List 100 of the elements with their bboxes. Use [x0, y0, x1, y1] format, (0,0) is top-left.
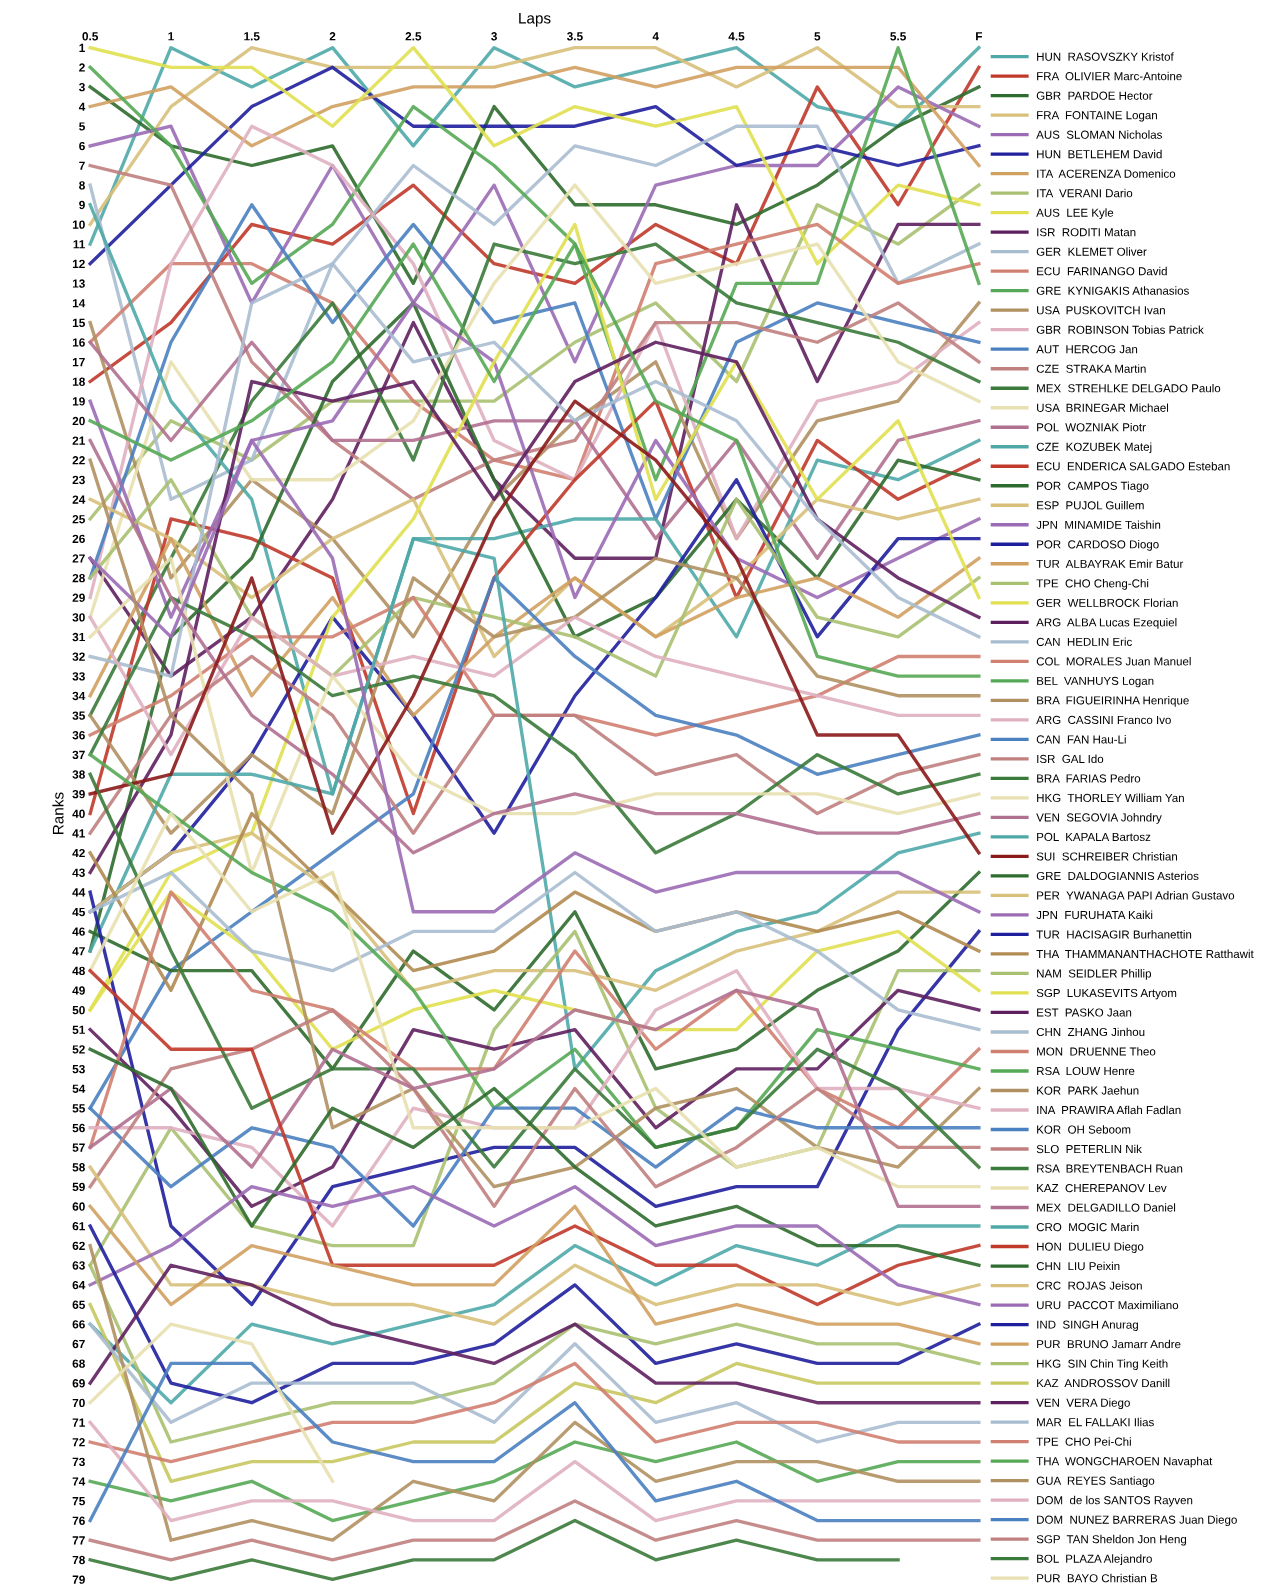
- y-tick-label: 16: [72, 338, 85, 347]
- legend-label: INA PRAWIRA Aflah Fadlan: [1037, 1105, 1181, 1115]
- y-tick-label: 32: [72, 652, 85, 661]
- y-tick-label: 61: [72, 1222, 85, 1231]
- y-tick-label: 55: [72, 1104, 85, 1113]
- x-tick-label: 3: [491, 32, 497, 41]
- legend-label: POR CARDOSO Diogo: [1037, 539, 1159, 551]
- y-tick-label: 75: [72, 1497, 85, 1506]
- legend-label: IND SINGH Anurag: [1037, 1320, 1138, 1331]
- y-tick-label: 19: [72, 397, 85, 406]
- x-tick-label: 2: [329, 32, 336, 41]
- y-tick-label: 45: [72, 907, 85, 917]
- y-tick-label: 72: [72, 1438, 85, 1447]
- y-axis-title: Ranks: [52, 792, 64, 834]
- x-tick-label: 4: [652, 32, 659, 41]
- y-tick-label: 1: [79, 43, 85, 52]
- y-tick-label: 63: [72, 1261, 85, 1270]
- legend-label: MEX STREHLKE DELGADO Paulo: [1037, 383, 1221, 393]
- y-tick-label: 39: [72, 789, 85, 799]
- legend-label: TUR ALBAYRAK Emir Batur: [1036, 559, 1184, 568]
- legend-label: DOM NUNEZ BARRERAS Juan Diego: [1037, 1515, 1237, 1527]
- legend-label: MON DRUENNE Theo: [1037, 1047, 1156, 1056]
- y-tick-label: 46: [72, 927, 85, 936]
- y-tick-label: 62: [72, 1241, 85, 1251]
- y-tick-label: 7: [79, 161, 85, 170]
- y-tick-label: 9: [79, 200, 85, 210]
- y-tick-label: 60: [72, 1202, 85, 1211]
- line-series: [88, 1165, 981, 1326]
- y-tick-label: 54: [72, 1084, 86, 1093]
- line-series: [88, 1322, 335, 1483]
- legend-label: AUT HERCOG Jan: [1036, 345, 1138, 354]
- x-tick-label: 0.5: [82, 32, 99, 41]
- y-tick-label: 20: [72, 416, 85, 426]
- y-tick-label: 35: [72, 711, 85, 720]
- legend-label: GER KLEMET Oliver: [1036, 247, 1147, 256]
- legend-label: PUR BAYO Christian B: [1037, 1573, 1158, 1583]
- y-tick-label: 76: [72, 1516, 85, 1525]
- x-tick-label: F: [976, 32, 983, 41]
- legend-label: SGP LUKASEVITS Artyom: [1036, 988, 1177, 1000]
- y-tick-label: 15: [72, 318, 85, 327]
- y-tick-label: 38: [72, 770, 85, 779]
- line-series: [88, 1361, 981, 1523]
- line-series: [88, 1185, 981, 1307]
- legend-label: CRC ROJAS Jeison: [1036, 1281, 1142, 1290]
- y-tick-label: 31: [72, 632, 85, 642]
- y-tick-label: 28: [72, 573, 85, 583]
- legend-label: NAM SEIDLER Phillip: [1037, 969, 1152, 980]
- legend-label: HUN RASOVSZKY Kristof: [1037, 52, 1174, 61]
- x-tick-label: 2.5: [405, 32, 422, 41]
- y-tick-label: 69: [72, 1379, 85, 1388]
- legend-label: ITA ACERENZA Domenico: [1037, 169, 1176, 178]
- y-tick-label: 71: [72, 1418, 85, 1427]
- y-tick-label: 6: [79, 141, 85, 151]
- y-tick-label: 66: [72, 1320, 85, 1329]
- line-series: [88, 595, 981, 855]
- legend-label: GBR ROBINSON Tobias Patrick: [1036, 325, 1204, 334]
- line-series: [88, 654, 981, 835]
- legend-label: ISR GAL Ido: [1037, 754, 1104, 764]
- y-tick-label: 13: [72, 279, 85, 288]
- legend-label: CHN LIU Peixin: [1036, 1261, 1120, 1271]
- x-tick-label: 1.5: [244, 32, 260, 41]
- y-tick-label: 73: [72, 1457, 85, 1467]
- legend-label: MEX DELGADILLO Daniel: [1037, 1203, 1176, 1212]
- y-tick-label: 36: [72, 731, 85, 740]
- legend-label: USA BRINEGAR Michael: [1037, 403, 1169, 412]
- y-tick-label: 78: [72, 1555, 85, 1565]
- line-series: [88, 1440, 981, 1523]
- x-tick-label: 5.5: [890, 32, 906, 41]
- legend-label: COL MORALES Juan Manuel: [1036, 657, 1191, 666]
- legend-label: JPN FURUHATA Kaiki: [1036, 910, 1153, 920]
- y-tick-label: 2: [79, 63, 85, 72]
- x-tick-label: 4.5: [728, 32, 745, 41]
- line-series: [88, 65, 981, 168]
- y-tick-label: 17: [72, 358, 85, 367]
- legend-label: ECU FARINANGO David: [1037, 266, 1167, 276]
- y-tick-label: 22: [72, 456, 85, 465]
- y-tick-label: 37: [72, 750, 85, 760]
- y-tick-label: 23: [72, 475, 85, 485]
- legend-label: MAR EL FALLAKI Ilias: [1037, 1417, 1154, 1427]
- legend-label: BEL VANHUYS Logan: [1037, 676, 1154, 688]
- y-tick-label: 11: [73, 240, 85, 249]
- legend-label: CHN ZHANG Jinhou: [1036, 1027, 1145, 1037]
- x-tick-label: 1: [168, 32, 174, 41]
- legend-label: PER YWANAGA PAPI Adrian Gustavo: [1037, 891, 1235, 900]
- legend-label: CRO MOGIC Marin: [1036, 1222, 1139, 1232]
- legend-label: POR CAMPOS Tiago: [1037, 481, 1149, 493]
- legend-label: AUS LEE Kyle: [1036, 208, 1114, 220]
- y-tick-label: 12: [72, 259, 85, 268]
- line-series: [88, 1499, 981, 1562]
- y-tick-label: 67: [72, 1339, 85, 1349]
- y-tick-label: 5: [79, 122, 85, 131]
- legend-label: ECU ENDERICA SALGADO Esteban: [1037, 461, 1230, 471]
- y-tick-label: 30: [72, 613, 85, 622]
- legend-label: RSA BREYTENBACH Ruan: [1037, 1164, 1183, 1173]
- y-tick-label: 50: [72, 1005, 85, 1015]
- legend-label: GUA REYES Santiago: [1036, 1476, 1155, 1488]
- y-tick-label: 18: [72, 377, 85, 386]
- y-tick-label: 68: [72, 1359, 85, 1368]
- y-tick-label: 79: [72, 1575, 85, 1584]
- legend-label: KAZ CHEREPANOV Lev: [1037, 1184, 1167, 1193]
